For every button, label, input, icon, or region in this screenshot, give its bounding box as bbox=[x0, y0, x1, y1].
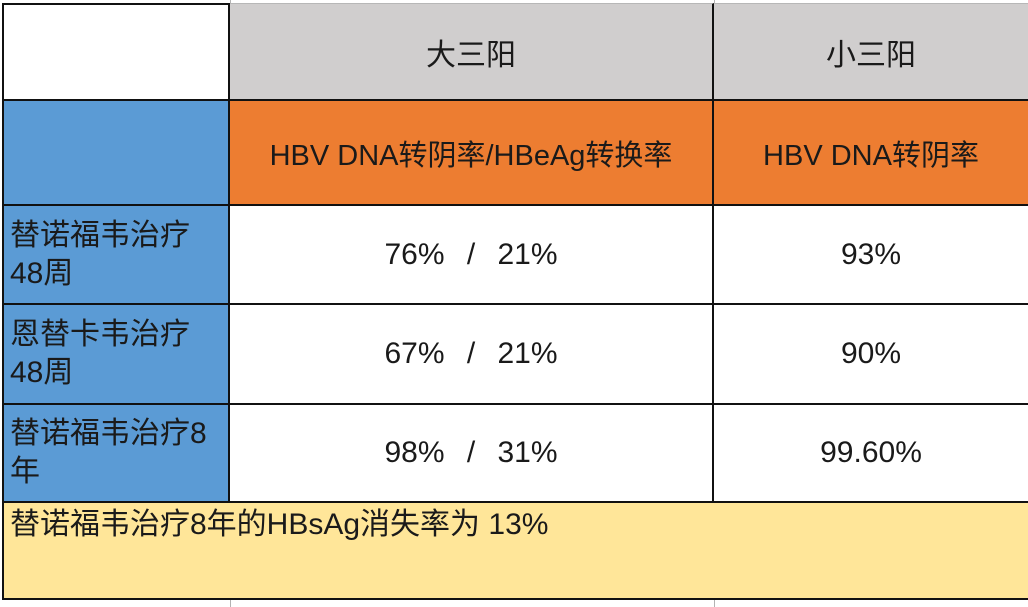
metric-header-big-three: HBV DNA转阴率/HBeAg转换率 bbox=[230, 101, 714, 206]
gridline-tick bbox=[714, 600, 715, 607]
row-label-tenofovir-8y: 替诺福韦治疗8 年 bbox=[2, 405, 230, 503]
footnote-hbsag-loss-rate: 替诺福韦治疗8年的HBsAg消失率为 13% bbox=[2, 503, 1028, 600]
col-group-header-small-three: 小三阳 bbox=[714, 3, 1028, 101]
gridline-tick bbox=[714, 0, 715, 3]
metric-spacer-cell bbox=[2, 101, 230, 206]
value-entecavir-48w-big-three: 67% / 21% bbox=[230, 305, 714, 405]
value-tenofovir-8y-small-three: 99.60% bbox=[714, 405, 1028, 503]
hbv-treatment-table: 大三阳 小三阳 HBV DNA转阴率/HBeAg转换率 HBV DNA转阴率 替… bbox=[2, 3, 1028, 600]
gridline-tick bbox=[230, 600, 231, 607]
value-tenofovir-8y-big-three: 98% / 31% bbox=[230, 405, 714, 503]
row-label-tenofovir-48w: 替诺福韦治疗 48周 bbox=[2, 206, 230, 305]
gridline-tick bbox=[230, 0, 231, 3]
metric-header-small-three: HBV DNA转阴率 bbox=[714, 101, 1028, 206]
value-entecavir-48w-small-three: 90% bbox=[714, 305, 1028, 405]
value-tenofovir-48w-big-three: 76% / 21% bbox=[230, 206, 714, 305]
col-group-header-big-three: 大三阳 bbox=[230, 3, 714, 101]
value-tenofovir-48w-small-three: 93% bbox=[714, 206, 1028, 305]
corner-cell bbox=[2, 3, 230, 101]
row-label-entecavir-48w: 恩替卡韦治疗 48周 bbox=[2, 305, 230, 405]
